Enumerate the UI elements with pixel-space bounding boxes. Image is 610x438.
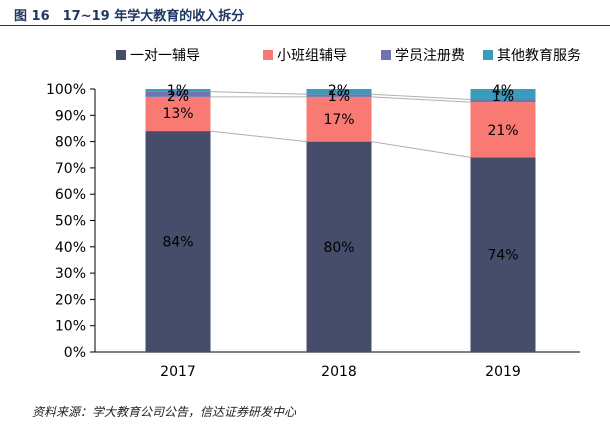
figure-header: 图 16 17~19 年学大教育的收入拆分 xyxy=(0,0,610,26)
legend-swatch-1 xyxy=(116,50,126,60)
legend-label-3: 学员注册费 xyxy=(395,48,465,64)
legend-swatch-3 xyxy=(381,50,391,60)
data-label-2019-series-3: 1% xyxy=(492,89,514,105)
bar-2018-series-1 xyxy=(306,141,372,352)
bar-2017-series-3 xyxy=(145,91,211,97)
data-label-2017-series-1: 84% xyxy=(162,235,193,251)
data-label-2019-series-4: 4% xyxy=(492,83,514,99)
legend-label-4: 其他教育服务 xyxy=(497,48,581,64)
bar-2019-series-3 xyxy=(470,99,536,103)
legend-label-1: 一对一辅导 xyxy=(130,48,200,64)
x-tick-label-2017: 2017 xyxy=(160,364,196,380)
y-tick-label: 40% xyxy=(55,240,86,256)
y-tick-label: 60% xyxy=(55,187,86,203)
source-note: 资料来源：学大教育公司公告，信达证券研发中心 xyxy=(32,405,297,419)
data-label-2018-series-3: 1% xyxy=(328,89,350,105)
y-tick-label: 80% xyxy=(55,135,86,151)
y-tick-label: 100% xyxy=(46,82,86,98)
y-tick-label: 20% xyxy=(55,292,86,308)
data-label-2019-series-2: 21% xyxy=(487,123,518,139)
y-tick-label: 0% xyxy=(64,345,86,361)
series-line-1 xyxy=(210,130,307,143)
x-tick-label-2019: 2019 xyxy=(485,364,521,380)
y-tick-label: 70% xyxy=(55,161,86,177)
bar-2017-series-4 xyxy=(145,89,211,92)
series-line-3 xyxy=(210,91,307,95)
y-tick-label: 10% xyxy=(55,319,86,335)
data-label-2018-series-2: 17% xyxy=(323,112,354,128)
data-label-2017-series-4: 1% xyxy=(167,83,189,99)
y-tick-label: 30% xyxy=(55,266,86,282)
legend-swatch-4 xyxy=(483,50,493,60)
legend-label-2: 小班组辅导 xyxy=(277,48,347,64)
figure-title-rule xyxy=(0,25,610,26)
figure-title: 图 16 17~19 年学大教育的收入拆分 xyxy=(14,9,245,24)
data-label-2017-series-3: 2% xyxy=(167,89,189,105)
series-line-1 xyxy=(371,141,471,158)
series-line-3 xyxy=(371,93,471,101)
bar-2019-series-2 xyxy=(470,102,536,158)
data-label-2018-series-1: 80% xyxy=(323,240,354,256)
data-label-2017-series-2: 13% xyxy=(162,106,193,122)
y-tick-label: 90% xyxy=(55,108,86,124)
bar-2018-series-2 xyxy=(306,96,372,142)
legend-swatch-2 xyxy=(263,50,273,60)
bar-2018-series-3 xyxy=(306,94,372,97)
bar-2017-series-1 xyxy=(145,131,211,352)
y-tick-label: 50% xyxy=(55,214,86,230)
bar-2019-series-1 xyxy=(470,157,536,352)
bar-2019-series-4 xyxy=(470,89,536,100)
data-label-2019-series-1: 74% xyxy=(487,248,518,264)
data-label-2018-series-4: 2% xyxy=(328,83,350,99)
series-line-2 xyxy=(371,96,471,103)
bar-2017-series-2 xyxy=(145,96,211,132)
bar-2018-series-4 xyxy=(306,89,372,95)
x-tick-label-2018: 2018 xyxy=(321,364,357,380)
